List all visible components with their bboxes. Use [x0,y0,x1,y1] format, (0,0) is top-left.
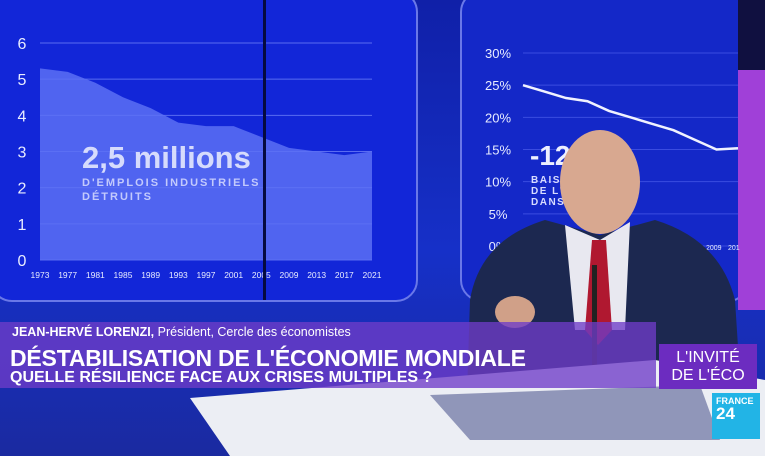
line-series [522,83,739,151]
x-tick-label: 1985 [114,270,133,280]
headline: DÉSTABILISATION DE L'ÉCONOMIE MONDIALE [10,345,526,371]
y-tick-label: 15% [485,143,511,158]
annotation-line: DE L' [531,186,564,197]
guest-caption: JEAN-HERVÉ LORENZI, Président, Cercle de… [12,325,351,339]
y-tick-label: 10% [485,175,511,190]
studio-purple-panel [738,70,765,310]
x-tick-label: 1993 [169,270,188,280]
annotation-line: DÉTRUITS [82,191,153,203]
x-tick-label: 2017 [335,270,354,280]
y-tick-label: 0 [18,253,27,270]
y-tick-label: 5 [18,72,27,89]
show-name-line: DE L'ÉCO [671,367,745,384]
y-tick-label: 2 [18,181,27,198]
lower-third-band [0,322,656,388]
guest-name: JEAN-HERVÉ LORENZI, [12,325,155,339]
x-tick-label: 2013 [307,270,326,280]
x-tick-label: 1977 [58,270,77,280]
y-tick-label: 1 [18,217,27,234]
x-tick-label: 2021 [363,270,382,280]
show-name-line: L'INVITÉ [676,349,740,366]
guest-tie [585,240,612,345]
y-tick-label: 20% [485,110,511,125]
y-tick-label: 25% [485,78,511,93]
show-name-box: L'INVITÉ DE L'ÉCO [659,344,757,389]
y-tick-label: 6 [18,36,27,53]
annotation-line: D'EMPLOIS INDUSTRIELS [82,177,261,189]
x-tick-label: 1997 [197,270,216,280]
x-tick-label: 2009 [706,245,722,252]
x-tick-label: 1981 [86,270,105,280]
annotation-line: BAISS [531,175,570,186]
x-tick-label: 1989 [141,270,160,280]
studio-dark-area [738,0,765,70]
y-tick-label: 3 [18,145,27,162]
chart-annotation-text: D'EMPLOIS INDUSTRIELS DÉTRUITS [82,176,272,204]
subheadline: QUELLE RÉSILIENCE FACE AUX CRISES MULTIP… [10,369,433,386]
area-series [40,68,372,260]
guest-head [560,130,640,234]
x-tick-label: 201 [728,245,740,252]
x-tick-label: 2001 [224,270,243,280]
chart-annotation-value: 2,5 millions [82,140,251,175]
screen-divider [263,0,266,300]
x-tick-label: 2009 [280,270,299,280]
france24-logo: FRANCE 24 [712,393,760,439]
desk-glass [430,385,720,440]
x-tick-label: 1973 [31,270,50,280]
y-tick-label: 4 [18,108,27,125]
guest-role: Président, Cercle des économistes [157,325,351,339]
y-tick-label: 30% [485,46,511,61]
guest-hand [495,296,535,328]
logo-number: 24 [716,404,735,423]
y-tick-label: 5% [489,207,508,222]
x-tick-label: 2005 [252,270,271,280]
logo-text: FRANCE [716,396,754,406]
